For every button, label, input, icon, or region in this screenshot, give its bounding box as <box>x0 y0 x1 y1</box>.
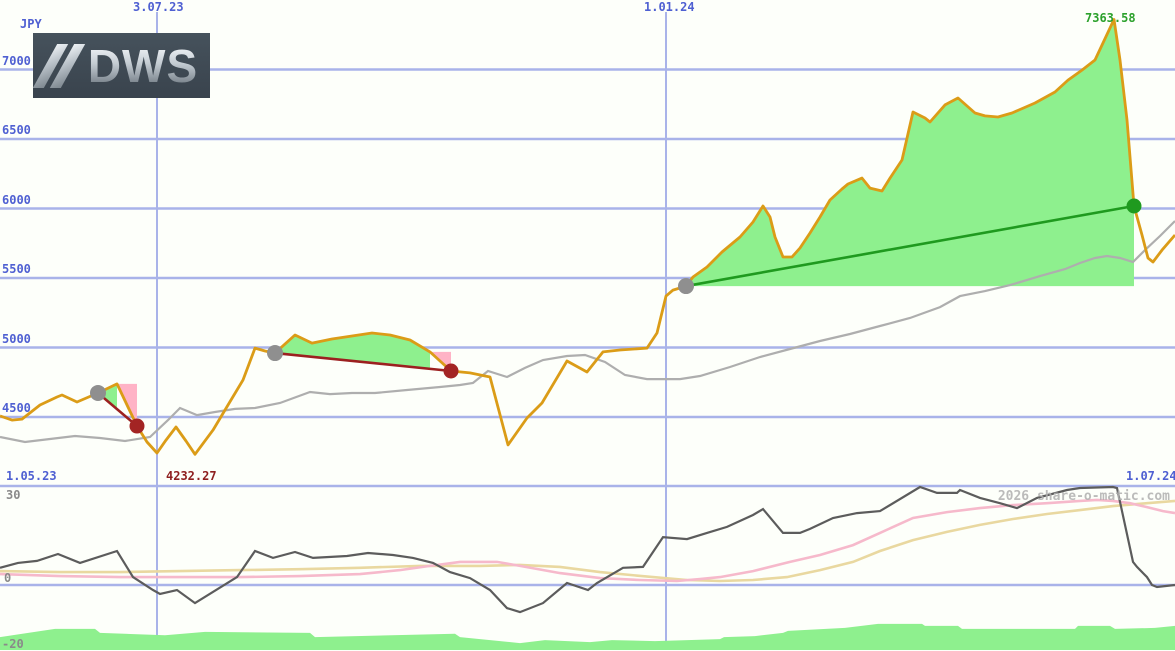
currency-label: JPY <box>20 17 42 31</box>
gain-fill-area <box>275 333 430 369</box>
price-tick-label: 4500 <box>2 401 31 415</box>
price-tick-label: 5500 <box>2 262 31 276</box>
peak-price-label: 7363.58 <box>1085 11 1136 25</box>
price-tick-label: 6500 <box>2 123 31 137</box>
trend-start-dot <box>90 384 106 401</box>
top-date-label-2: 1.01.24 <box>644 0 695 14</box>
volume-area <box>0 623 1175 650</box>
low-price-label: 4232.27 <box>166 469 217 483</box>
trendline-up <box>685 204 1135 288</box>
logo-text: DWS <box>87 39 199 92</box>
ma-pink-line <box>0 498 1175 583</box>
oscillator-line <box>0 485 1175 614</box>
watermark: 2026 share-o-matic.com <box>997 489 1170 504</box>
price-tick-label: 6000 <box>2 192 31 207</box>
indicator-tick-label: -20 <box>2 637 24 651</box>
trendline-down <box>274 351 452 373</box>
indicator-tick-label: 0 <box>4 571 12 585</box>
indicator-tick-label: 30 <box>6 488 21 502</box>
gain-fill-area <box>686 19 1134 287</box>
start-date-label: 1.05.23 <box>6 469 57 483</box>
trend-end-dot <box>443 363 459 379</box>
benchmark-line <box>0 220 1175 444</box>
trend-start-dot <box>678 278 694 295</box>
trend-end-dot <box>1126 198 1142 214</box>
gain-fill-area <box>98 383 117 410</box>
trend-start-dot <box>267 345 283 362</box>
trendline-down <box>97 391 138 428</box>
price-tick-label: 5000 <box>2 331 31 346</box>
ma-tan-line <box>0 499 1175 583</box>
end-date-label: 1.07.24 <box>1126 469 1175 483</box>
trend-end-dot <box>129 418 145 434</box>
dws-logo: DWS <box>32 33 210 98</box>
top-date-label-1: 3.07.23 <box>133 0 184 14</box>
price-tick-label: 7000 <box>2 53 31 68</box>
